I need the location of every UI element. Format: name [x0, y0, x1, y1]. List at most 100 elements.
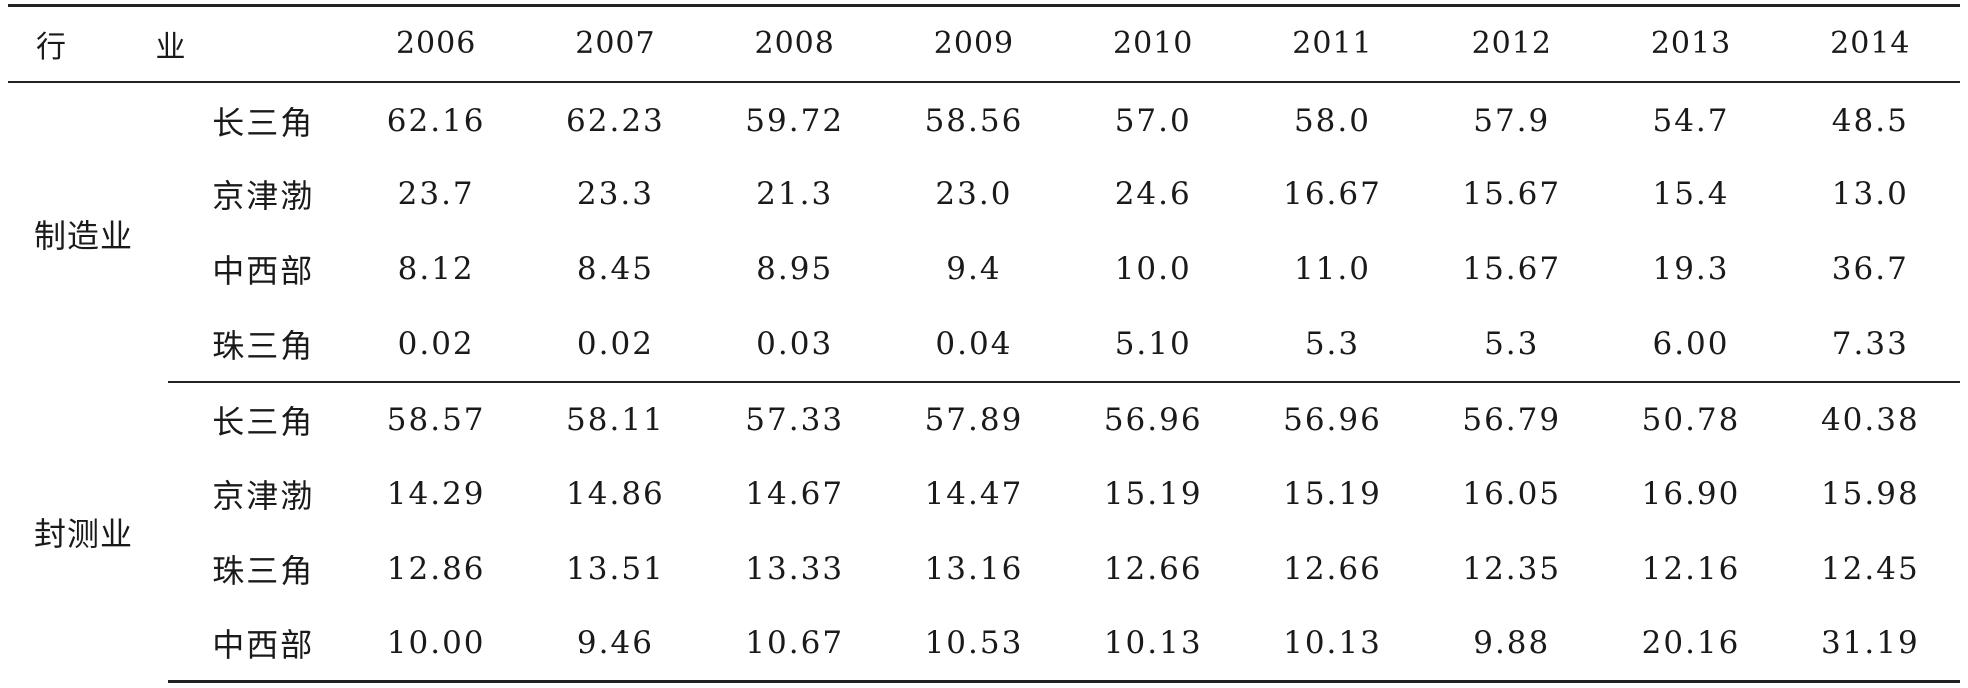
- value-cell: 10.13: [1242, 606, 1423, 683]
- value-cell: 15.98: [1820, 476, 1920, 512]
- region-label: 中西部: [212, 252, 315, 290]
- header-year: 2008: [705, 4, 885, 83]
- value-cell: 58.11: [566, 401, 665, 438]
- value-cell: 57.0: [1114, 103, 1192, 139]
- header-year: 2011: [1242, 4, 1423, 83]
- value-cell: 12.66: [1283, 551, 1382, 587]
- value-cell: 56.96: [1283, 401, 1382, 438]
- value-cell: 56.96: [1103, 401, 1203, 438]
- value-cell: 57.9: [1473, 103, 1551, 139]
- value-cell: 14.29: [386, 476, 486, 512]
- region-label: 珠三角: [168, 306, 347, 383]
- value-cell: 12.66: [1103, 551, 1203, 587]
- value-cell: 20.16: [1601, 606, 1781, 683]
- value-cell: 10.00: [346, 606, 526, 683]
- value-cell: 16.67: [1283, 176, 1382, 212]
- value-cell: 58.0: [1293, 103, 1371, 139]
- value-cell: 57.89: [924, 401, 1024, 438]
- value-cell: 7.33: [1780, 306, 1960, 383]
- regional-share-table: 行 业 2006 2007 2008 2009 2010 2011 2012 2…: [8, 4, 1960, 683]
- manufacturing-group: 制造业 长三角 62.16 62.23 59.72 58.56 57.0 58.0 57.9 54…: [8, 82, 1960, 383]
- value-cell: 58.56: [924, 103, 1024, 139]
- table-row: 封测业 长三角 58.57 58.11 57.33 57.89 56.96 56.96 56.7…: [8, 382, 1960, 553]
- value-cell: 54.7: [1652, 103, 1730, 139]
- value-cell: 13.16: [924, 551, 1024, 587]
- value-cell: 58.57: [386, 401, 486, 438]
- industry-label: 制造业: [34, 216, 134, 255]
- region-label: 京津渤: [212, 477, 315, 515]
- value-cell: 14.47: [924, 476, 1024, 512]
- value-cell: 10.0: [1114, 251, 1192, 287]
- value-cell: 5.10: [1063, 306, 1243, 383]
- region-label: 长三角: [212, 104, 315, 142]
- header-year: 2006: [346, 4, 526, 83]
- region-label: 中西部: [168, 606, 347, 683]
- value-cell: 31.19: [1780, 606, 1960, 683]
- value-cell: 5.3: [1242, 306, 1423, 383]
- header-year: 2007: [525, 4, 706, 83]
- value-cell: 8.95: [756, 251, 834, 287]
- header-year: 2014: [1780, 4, 1960, 83]
- table-row: 制造业 长三角 62.16 62.23 59.72 58.56 57.0 58.0 57.9 54…: [8, 82, 1960, 255]
- value-cell: 36.7: [1831, 251, 1909, 287]
- header-year: 2009: [884, 4, 1064, 83]
- value-cell: 8.45: [576, 251, 654, 287]
- region-label: 长三角: [212, 402, 315, 441]
- value-cell: 16.90: [1641, 476, 1741, 512]
- value-cell: 15.19: [1283, 476, 1382, 512]
- table-row: 中西部 8.12 8.45 8.95 9.4 10.0 11.0 15.67 19.3 36.7: [8, 232, 1960, 307]
- value-cell: 40.38: [1820, 401, 1920, 438]
- value-cell: 12.45: [1820, 551, 1920, 587]
- value-cell: 15.4: [1652, 176, 1730, 212]
- industry-label: 封测业: [34, 514, 134, 553]
- table-row: 中西部 10.00 9.46 10.67 10.53 10.13 10.13 9.88 20.1…: [8, 606, 1960, 683]
- value-cell: 10.53: [884, 606, 1064, 683]
- value-cell: 23.7: [397, 176, 475, 212]
- value-cell: 23.0: [935, 176, 1013, 212]
- value-cell: 9.4: [946, 251, 1002, 287]
- value-cell: 21.3: [756, 176, 834, 212]
- value-cell: 12.86: [386, 551, 486, 587]
- table-row: 珠三角 0.02 0.02 0.03 0.04 5.10 5.3 5.3 6.00 7.33: [8, 306, 1960, 383]
- value-cell: 6.00: [1601, 306, 1781, 383]
- value-cell: 19.3: [1652, 251, 1730, 287]
- table-row: 京津渤 14.29 14.86 14.67 14.47 15.19 15.19 16.05 16…: [8, 457, 1960, 532]
- value-cell: 13.51: [566, 551, 665, 587]
- header-year: 2010: [1063, 4, 1243, 83]
- value-cell: 5.3: [1422, 306, 1602, 383]
- value-cell: 10.13: [1063, 606, 1243, 683]
- value-cell: 16.05: [1462, 476, 1562, 512]
- value-cell: 48.5: [1831, 103, 1909, 139]
- value-cell: 12.35: [1462, 551, 1562, 587]
- value-cell: 9.46: [525, 606, 706, 683]
- value-cell: 15.19: [1103, 476, 1203, 512]
- region-label: 珠三角: [212, 552, 315, 590]
- value-cell: 14.67: [745, 476, 845, 512]
- value-cell: 0.02: [346, 306, 526, 383]
- value-cell: 62.16: [386, 103, 486, 139]
- value-cell: 62.23: [566, 103, 665, 139]
- value-cell: 57.33: [745, 401, 845, 438]
- header-year: 2013: [1601, 4, 1781, 83]
- value-cell: 24.6: [1114, 176, 1192, 212]
- header-industry: 行 业: [8, 4, 347, 83]
- header-year: 2012: [1422, 4, 1602, 83]
- value-cell: 0.04: [884, 306, 1064, 383]
- table-header: 行 业 2006 2007 2008 2009 2010 2011 2012 2…: [8, 4, 1960, 83]
- value-cell: 8.12: [397, 251, 475, 287]
- value-cell: 12.16: [1641, 551, 1741, 587]
- value-cell: 0.02: [525, 306, 706, 383]
- value-cell: 15.67: [1462, 251, 1562, 287]
- value-cell: 10.67: [705, 606, 885, 683]
- value-cell: 56.79: [1462, 401, 1562, 438]
- packaging-testing-group: 封测业 长三角 58.57 58.11 57.33 57.89 56.96 56.96 56.7…: [8, 382, 1960, 683]
- table-row: 京津渤 23.7 23.3 21.3 23.0 24.6 16.67 15.67 15.4 13.…: [8, 157, 1960, 232]
- regional-share-table-container: 行 业 2006 2007 2008 2009 2010 2011 2012 2…: [8, 4, 1960, 683]
- value-cell: 59.72: [745, 103, 845, 139]
- value-cell: 13.33: [745, 551, 845, 587]
- header-row: 行 业 2006 2007 2008 2009 2010 2011 2012 2…: [8, 4, 1960, 83]
- value-cell: 50.78: [1641, 401, 1741, 438]
- value-cell: 23.3: [576, 176, 654, 212]
- value-cell: 0.03: [705, 306, 885, 383]
- table-row: 珠三角 12.86 13.51 13.33 13.16 12.66 12.66 12.35 12…: [8, 532, 1960, 607]
